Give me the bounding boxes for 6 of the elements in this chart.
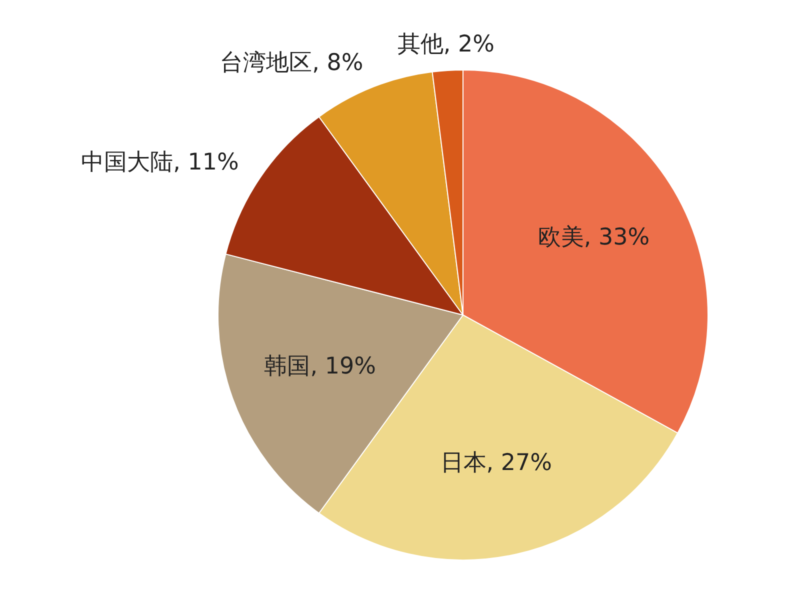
slice-label: 其他, 2% — [397, 32, 495, 58]
slice-label: 台湾地区, 8% — [220, 50, 364, 76]
slice-label: 中国大陆, 11% — [81, 150, 239, 176]
slice-label: 欧美, 33% — [538, 224, 650, 251]
slice-label: 韩国, 19% — [264, 353, 376, 380]
slice-label: 日本, 27% — [440, 450, 552, 476]
